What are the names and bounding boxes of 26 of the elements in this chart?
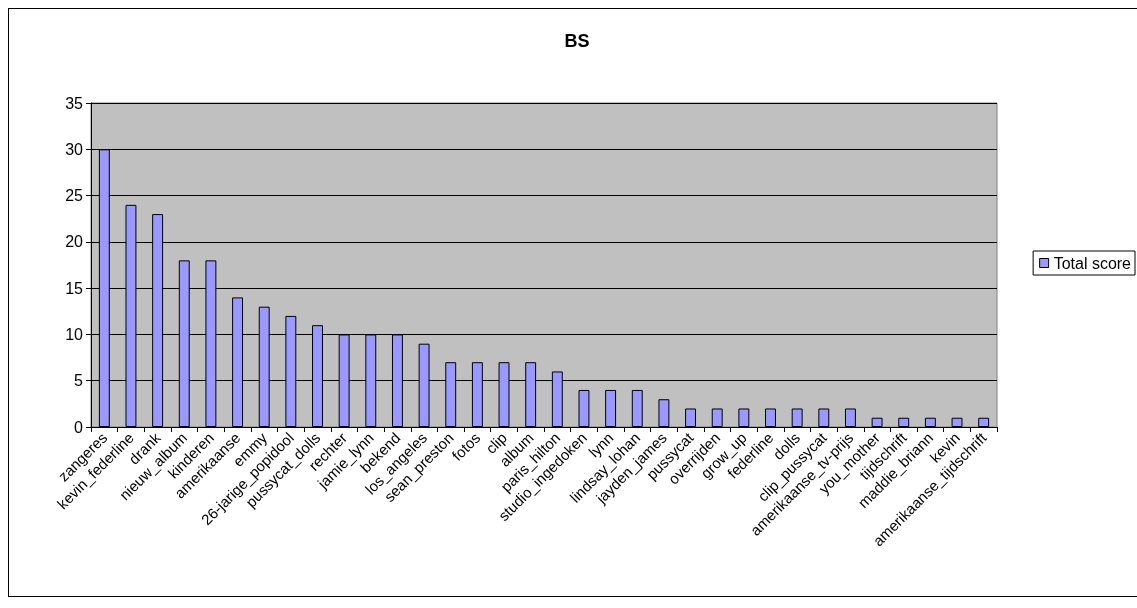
bar [631,389,643,427]
bar [711,408,723,427]
bar [951,417,963,427]
y-tick-label: 5 [74,372,84,390]
bar [738,408,750,427]
bar [898,417,910,427]
y-tick-label: 15 [65,279,84,297]
y-tick-label: 10 [65,325,84,343]
bar [844,408,856,427]
bar [578,389,590,427]
y-tick-label: 20 [65,233,84,251]
legend-label: Total score [1053,254,1132,272]
y-tick-label: 25 [65,187,84,205]
bar [765,408,776,427]
bar [924,417,936,427]
bar [685,408,697,427]
y-tick-label: 30 [65,140,84,158]
bar [605,389,617,427]
bar [871,417,883,427]
chart-title: BS [564,31,590,51]
bar [791,408,803,427]
bar [818,408,830,427]
y-tick-label: 0 [74,418,84,436]
bar [978,417,990,427]
bar [658,399,670,427]
y-tick-label: 35 [65,94,84,112]
